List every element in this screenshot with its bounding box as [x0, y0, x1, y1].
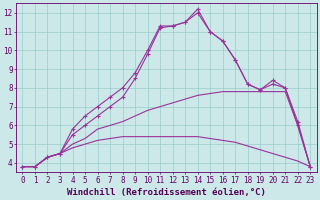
X-axis label: Windchill (Refroidissement éolien,°C): Windchill (Refroidissement éolien,°C): [67, 188, 266, 197]
